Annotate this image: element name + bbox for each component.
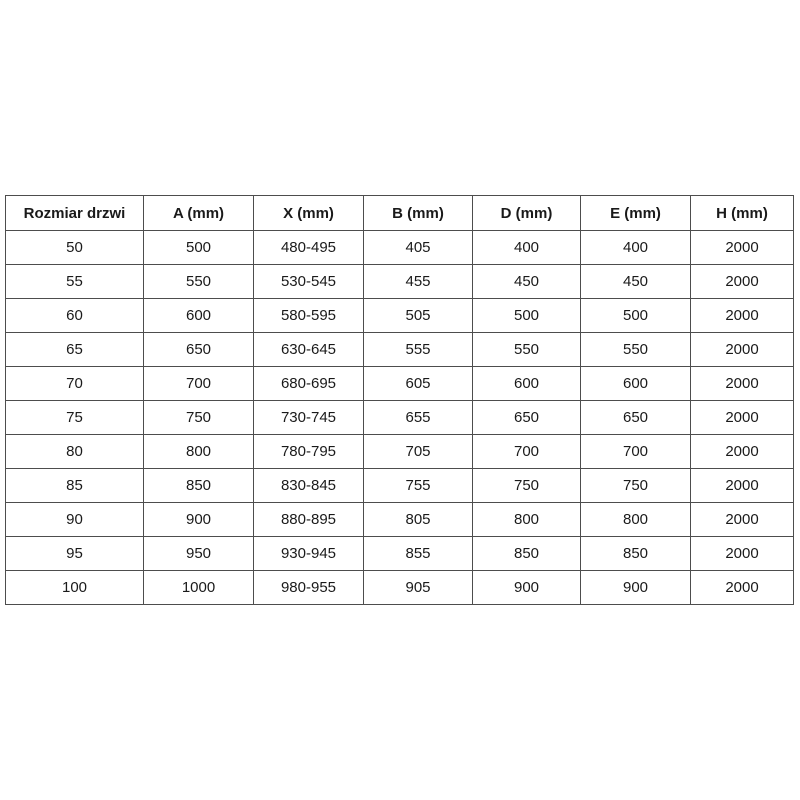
door-size-table: Rozmiar drzwi A (mm) X (mm) B (mm) D (mm) E (… — [5, 195, 794, 605]
table-row: 80 800 780-795 705 700 700 2000 — [5, 434, 794, 469]
table-cell: 2000 — [690, 536, 794, 571]
table-cell: 700 — [580, 434, 691, 469]
table-cell: 2000 — [690, 264, 794, 299]
table-cell: 405 — [363, 230, 473, 265]
table-cell: 900 — [472, 570, 581, 605]
table-cell: 905 — [363, 570, 473, 605]
table-row: 75 750 730-745 655 650 650 2000 — [5, 400, 794, 435]
table-cell: 2000 — [690, 400, 794, 435]
table-cell: 700 — [472, 434, 581, 469]
table-row: 70 700 680-695 605 600 600 2000 — [5, 366, 794, 401]
table-cell: 855 — [363, 536, 473, 571]
table-cell: 655 — [363, 400, 473, 435]
table-row: 55 550 530-545 455 450 450 2000 — [5, 264, 794, 299]
table-cell: 850 — [472, 536, 581, 571]
table-cell: 805 — [363, 502, 473, 537]
table-cell: 750 — [580, 468, 691, 503]
table-row: 85 850 830-845 755 750 750 2000 — [5, 468, 794, 503]
table-cell: 80 — [5, 434, 144, 469]
column-header: B (mm) — [363, 195, 473, 231]
table-cell: 2000 — [690, 502, 794, 537]
table-cell: 55 — [5, 264, 144, 299]
table-cell: 900 — [580, 570, 691, 605]
table-cell: 2000 — [690, 298, 794, 333]
table-cell: 550 — [143, 264, 254, 299]
table-cell: 550 — [472, 332, 581, 367]
table-row: 95 950 930-945 855 850 850 2000 — [5, 536, 794, 571]
column-header: E (mm) — [580, 195, 691, 231]
table-cell: 90 — [5, 502, 144, 537]
table-cell: 705 — [363, 434, 473, 469]
table-cell: 65 — [5, 332, 144, 367]
table-cell: 95 — [5, 536, 144, 571]
table-cell: 505 — [363, 298, 473, 333]
table-cell: 630-645 — [253, 332, 364, 367]
column-header: X (mm) — [253, 195, 364, 231]
table-cell: 650 — [143, 332, 254, 367]
table-cell: 580-595 — [253, 298, 364, 333]
table-cell: 2000 — [690, 570, 794, 605]
table-row: 90 900 880-895 805 800 800 2000 — [5, 502, 794, 537]
table-cell: 900 — [143, 502, 254, 537]
table-cell: 2000 — [690, 434, 794, 469]
table-header-row: Rozmiar drzwi A (mm) X (mm) B (mm) D (mm) E (… — [5, 195, 794, 231]
table-cell: 500 — [143, 230, 254, 265]
table-cell: 400 — [472, 230, 581, 265]
table-cell: 2000 — [690, 468, 794, 503]
table-cell: 800 — [472, 502, 581, 537]
table-row: 50 500 480-495 405 400 400 2000 — [5, 230, 794, 265]
table-cell: 2000 — [690, 230, 794, 265]
table-cell: 550 — [580, 332, 691, 367]
table-cell: 880-895 — [253, 502, 364, 537]
table-cell: 1000 — [143, 570, 254, 605]
column-header: D (mm) — [472, 195, 581, 231]
table-cell: 60 — [5, 298, 144, 333]
table-cell: 830-845 — [253, 468, 364, 503]
table-cell: 750 — [143, 400, 254, 435]
table-cell: 700 — [143, 366, 254, 401]
table-cell: 600 — [580, 366, 691, 401]
table-cell: 755 — [363, 468, 473, 503]
table-cell: 500 — [472, 298, 581, 333]
table-row: 65 650 630-645 555 550 550 2000 — [5, 332, 794, 367]
table-row: 100 1000 980-955 905 900 900 2000 — [5, 570, 794, 605]
table-cell: 730-745 — [253, 400, 364, 435]
table-cell: 450 — [580, 264, 691, 299]
table-cell: 650 — [472, 400, 581, 435]
column-header: H (mm) — [690, 195, 794, 231]
table-cell: 555 — [363, 332, 473, 367]
table-cell: 780-795 — [253, 434, 364, 469]
table-cell: 400 — [580, 230, 691, 265]
table-cell: 600 — [143, 298, 254, 333]
table-cell: 930-945 — [253, 536, 364, 571]
table-cell: 850 — [580, 536, 691, 571]
table-cell: 480-495 — [253, 230, 364, 265]
table-cell: 850 — [143, 468, 254, 503]
table-cell: 605 — [363, 366, 473, 401]
table-cell: 750 — [472, 468, 581, 503]
table-cell: 500 — [580, 298, 691, 333]
table-cell: 2000 — [690, 332, 794, 367]
table-cell: 75 — [5, 400, 144, 435]
table-cell: 70 — [5, 366, 144, 401]
table-cell: 50 — [5, 230, 144, 265]
table-row: 60 600 580-595 505 500 500 2000 — [5, 298, 794, 333]
table-cell: 600 — [472, 366, 581, 401]
column-header: Rozmiar drzwi — [5, 195, 144, 231]
table-cell: 450 — [472, 264, 581, 299]
table-cell: 100 — [5, 570, 144, 605]
table-cell: 800 — [580, 502, 691, 537]
table-cell: 530-545 — [253, 264, 364, 299]
table-cell: 950 — [143, 536, 254, 571]
column-header: A (mm) — [143, 195, 254, 231]
table-cell: 2000 — [690, 366, 794, 401]
table-cell: 680-695 — [253, 366, 364, 401]
table-cell: 980-955 — [253, 570, 364, 605]
table-cell: 85 — [5, 468, 144, 503]
table-cell: 800 — [143, 434, 254, 469]
table-body: 50 500 480-495 405 400 400 2000 55 550 530-545 455… — [5, 230, 794, 605]
table-cell: 650 — [580, 400, 691, 435]
table-cell: 455 — [363, 264, 473, 299]
